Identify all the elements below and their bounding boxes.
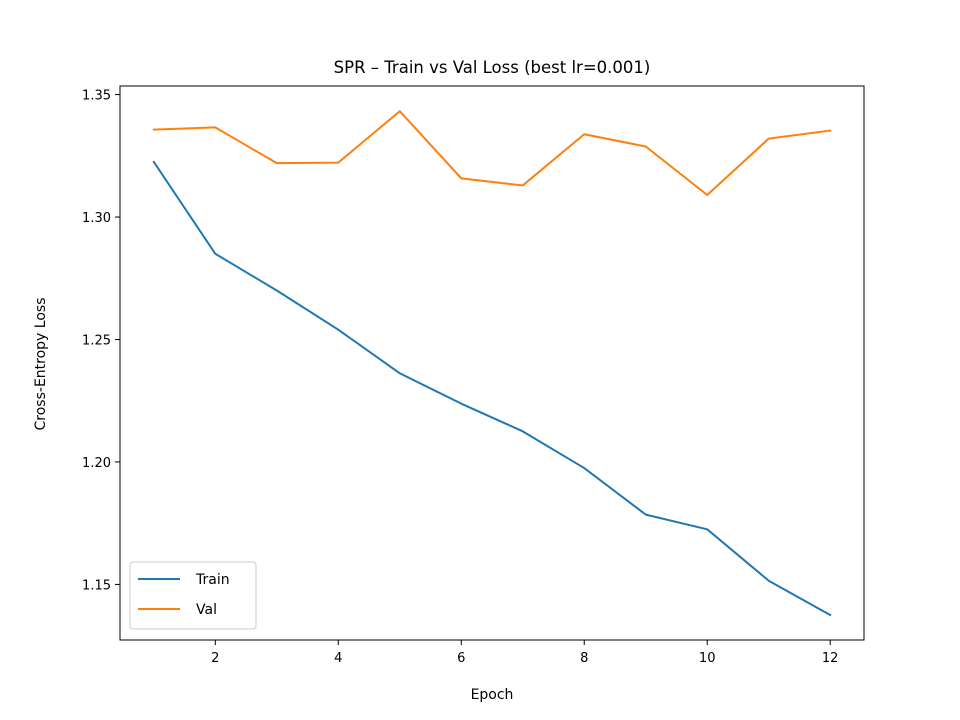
legend: Train Val	[129, 561, 257, 630]
y-tick-label: 1.20	[82, 456, 111, 471]
x-tick-label: 6	[457, 651, 465, 666]
y-tick-label: 1.30	[82, 211, 111, 226]
y-tick-label: 1.35	[82, 89, 111, 104]
legend-label-train: Train	[195, 572, 230, 588]
x-tick-label: 2	[211, 651, 219, 666]
y-axis: 1.15 1.20 1.25 1.30 1.35	[82, 89, 120, 593]
plot-area	[119, 85, 865, 641]
plot-frame	[119, 85, 865, 641]
legend-box	[129, 561, 257, 630]
x-tick-label: 10	[699, 651, 716, 666]
x-axis: 2 4 6 8 10 12	[211, 640, 838, 666]
chart-title: SPR – Train vs Val Loss (best lr=0.001)	[334, 58, 651, 77]
y-tick-label: 1.15	[82, 578, 111, 593]
series-line-val	[152, 110, 832, 196]
legend-label-val: Val	[196, 602, 217, 618]
x-tick-label: 12	[822, 651, 839, 666]
series-lines	[152, 110, 832, 617]
x-tick-label: 4	[334, 651, 342, 666]
y-tick-label: 1.25	[82, 333, 111, 348]
y-axis-label: Cross-Entropy Loss	[33, 298, 49, 431]
series-line-train	[152, 160, 832, 617]
x-axis-label: Epoch	[471, 687, 514, 703]
x-tick-label: 8	[580, 651, 588, 666]
